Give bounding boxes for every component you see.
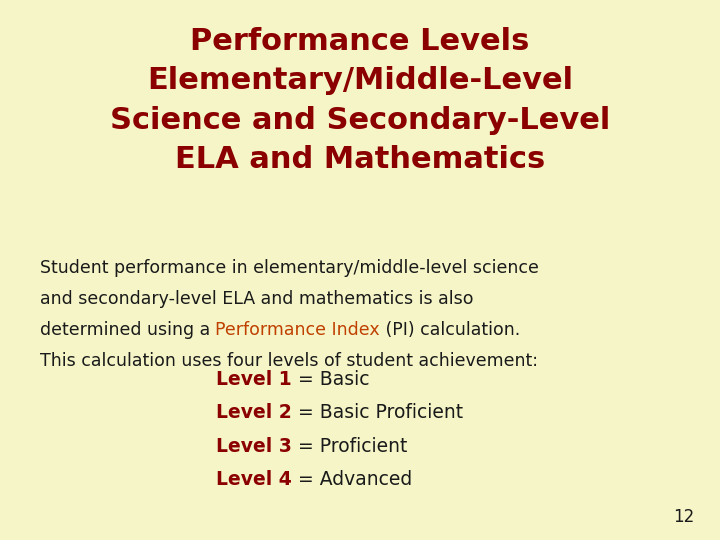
Text: ELA and Mathematics: ELA and Mathematics: [175, 145, 545, 174]
Text: = Proficient: = Proficient: [292, 437, 408, 456]
Text: Elementary/Middle-Level: Elementary/Middle-Level: [147, 66, 573, 96]
Text: Performance Levels: Performance Levels: [190, 27, 530, 56]
Text: = Basic: = Basic: [292, 370, 369, 389]
Text: (PI) calculation.: (PI) calculation.: [380, 321, 521, 339]
Text: determined using a: determined using a: [40, 321, 215, 339]
Text: 12: 12: [673, 509, 695, 526]
Text: = Advanced: = Advanced: [292, 470, 412, 489]
Text: and secondary-level ELA and mathematics is also: and secondary-level ELA and mathematics …: [40, 290, 473, 308]
Text: Science and Secondary-Level: Science and Secondary-Level: [110, 106, 610, 135]
Text: Student performance in elementary/middle-level science: Student performance in elementary/middle…: [40, 259, 539, 277]
Text: Level 1: Level 1: [216, 370, 292, 389]
Text: Level 4: Level 4: [216, 470, 292, 489]
Text: This calculation uses four levels of student achievement:: This calculation uses four levels of stu…: [40, 352, 538, 369]
Text: Level 3: Level 3: [216, 437, 292, 456]
Text: Level 2: Level 2: [216, 403, 292, 422]
Text: Performance Index: Performance Index: [215, 321, 380, 339]
Text: = Basic Proficient: = Basic Proficient: [292, 403, 463, 422]
